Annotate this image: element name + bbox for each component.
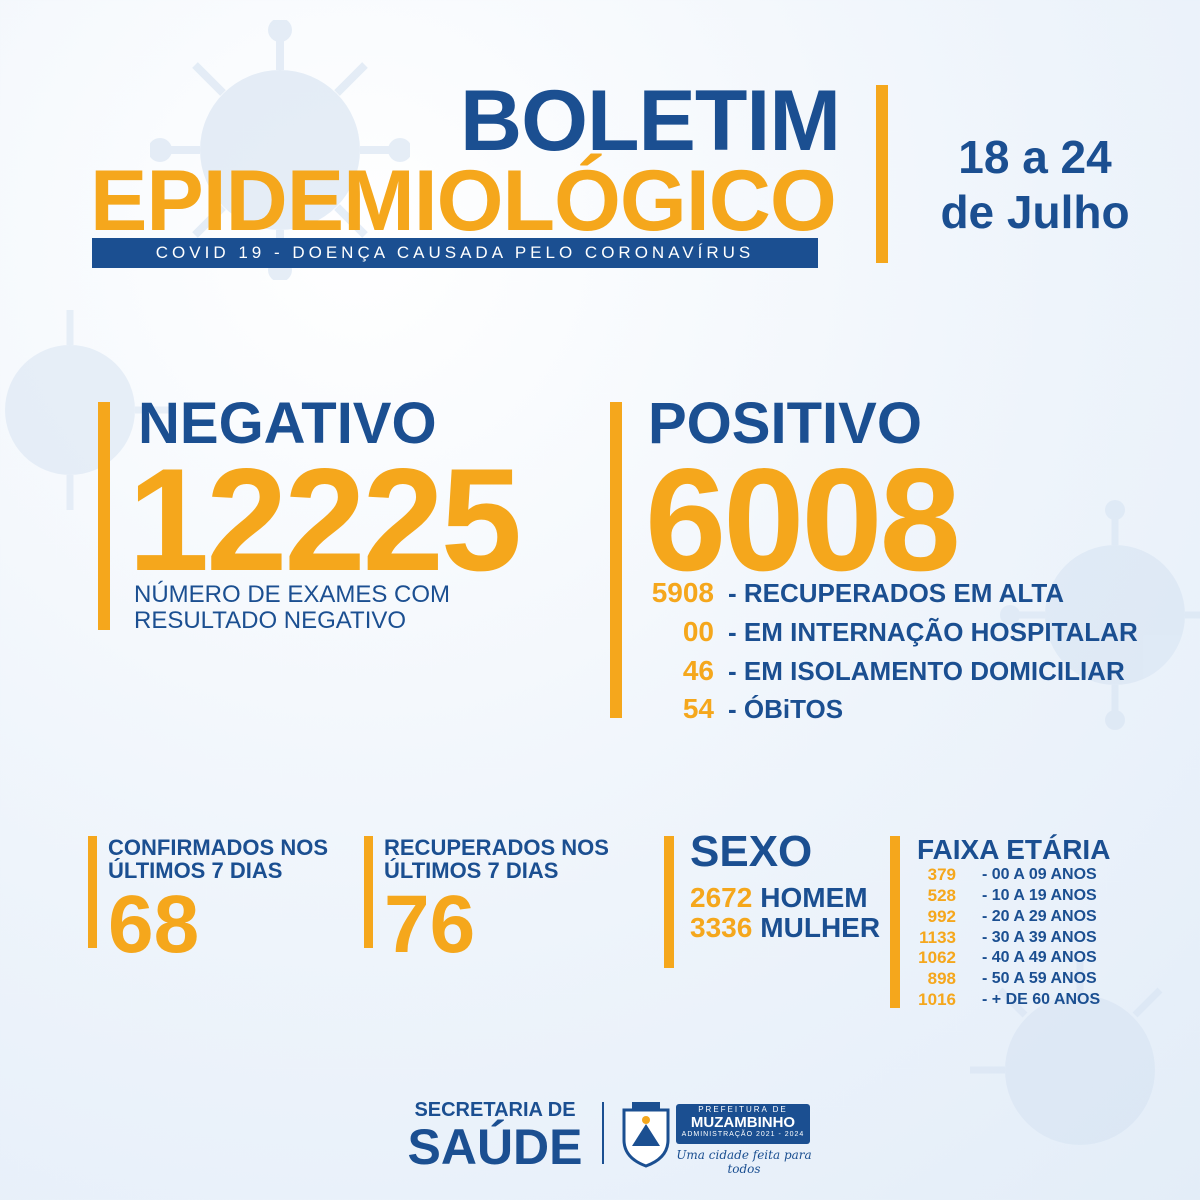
- logo-slogan: Uma cidade feita para todos: [676, 1148, 812, 1176]
- faixa-range: - 40 A 49 ANOS: [982, 948, 1097, 966]
- faixa-value: 1062: [918, 947, 956, 967]
- positive-breakdown-row: 00 - EM INTERNAÇÃO HOSPITALAR: [620, 613, 1138, 651]
- breakdown-label: - ÓBiTOS: [728, 693, 844, 724]
- faixa-etaria-bar: [890, 836, 900, 1008]
- faixa-range: - 20 A 29 ANOS: [982, 907, 1097, 925]
- faixa-value: 379: [927, 864, 956, 884]
- sexo-value: 2672: [690, 882, 753, 913]
- sexo-value: 3336: [690, 912, 753, 943]
- negative-description: NÚMERO DE EXAMES COM RESULTADO NEGATIVO: [134, 581, 514, 635]
- negative-label: NEGATIVO: [138, 391, 437, 456]
- faixa-value: 898: [927, 968, 956, 988]
- confirmed-7days-value: 68: [108, 879, 200, 970]
- sexo-label: SEXO: [690, 827, 813, 876]
- breakdown-value: 00: [682, 616, 714, 647]
- confirmed-label-line1: CONFIRMADOS NOS: [108, 835, 328, 860]
- positive-value: 6008: [645, 438, 961, 601]
- faixa-range: - 50 A 59 ANOS: [982, 969, 1097, 987]
- date-range: 18 a 24 de Julho: [900, 130, 1170, 240]
- footer-divider: [602, 1102, 604, 1164]
- positive-breakdown-row: 5908 - RECUPERADOS EM ALTA: [620, 574, 1064, 612]
- bulletin-subtitle: COVID 19 - DOENÇA CAUSADA PELO CORONAVÍR…: [92, 238, 818, 268]
- faixa-range: - 00 A 09 ANOS: [982, 865, 1097, 883]
- sexo-row: 3336 MULHER: [690, 914, 880, 942]
- breakdown-label: - RECUPERADOS EM ALTA: [728, 577, 1065, 608]
- confirmed-7days-label: CONFIRMADOS NOS ÚLTIMOS 7 DIAS: [108, 836, 328, 882]
- faixa-range: - 10 A 19 ANOS: [982, 886, 1097, 904]
- faixa-range: - 30 A 39 ANOS: [982, 928, 1097, 946]
- faixa-etaria-row: 1016 - + DE 60 ANOS: [900, 989, 1100, 1010]
- positive-label: POSITIVO: [648, 391, 922, 456]
- secretaria-label-line2: SAÚDE: [407, 1119, 583, 1175]
- faixa-range: - + DE 60 ANOS: [982, 990, 1101, 1008]
- bulletin-title-line2: EPIDEMIOLÓGICO: [90, 153, 837, 249]
- recovered-7days-value: 76: [384, 879, 476, 970]
- negative-bar: [98, 402, 110, 630]
- virus-illustration-right: [1000, 500, 1200, 730]
- logo-city-name: MUZAMBINHO: [690, 1114, 796, 1131]
- faixa-etaria-row: 379 - 00 A 09 ANOS: [900, 864, 1097, 885]
- negative-description-line1: NÚMERO DE EXAMES COM: [134, 581, 451, 608]
- breakdown-value: 54: [682, 693, 714, 724]
- positive-bar: [610, 402, 622, 718]
- faixa-value: 1016: [918, 989, 956, 1009]
- negative-value: 12225: [128, 438, 522, 601]
- sexo-bar: [664, 836, 674, 968]
- breakdown-value: 5908: [651, 577, 714, 608]
- faixa-value: 528: [927, 885, 956, 905]
- negative-description-line2: RESULTADO NEGATIVO: [134, 607, 407, 635]
- faixa-etaria-row: 528 - 10 A 19 ANOS: [900, 885, 1097, 906]
- municipal-crest-icon: [622, 1102, 670, 1168]
- logo-prefeitura-text: PREFEITURA DE: [698, 1105, 788, 1114]
- breakdown-label: - EM INTERNAÇÃO HOSPITALAR: [728, 616, 1138, 647]
- faixa-value: 992: [927, 906, 956, 926]
- header-divider: [876, 85, 888, 263]
- logo-administration-text: ADMINISTRAÇÃO 2021 - 2024: [681, 1131, 805, 1138]
- positive-breakdown-row: 54 - ÓBiTOS: [620, 690, 843, 728]
- date-range-line2: de Julho: [940, 186, 1130, 239]
- confirmed-bar: [88, 836, 97, 948]
- date-range-line1: 18 a 24: [958, 131, 1112, 183]
- breakdown-label: - EM ISOLAMENTO DOMICILIAR: [728, 655, 1125, 686]
- secretaria-label-line1: SECRETARIA DE: [414, 1099, 576, 1121]
- faixa-etaria-row: 992 - 20 A 29 ANOS: [900, 906, 1097, 927]
- faixa-etaria-row: 1133 - 30 A 39 ANOS: [900, 927, 1097, 948]
- confirmed-label-line2: ÚLTIMOS 7 DIAS: [108, 858, 283, 884]
- recovered-label-line1: RECUPERADOS NOS: [384, 835, 609, 860]
- sexo-row: 2672 HOMEM: [690, 884, 868, 912]
- virus-illustration-bottom-right: [970, 960, 1163, 1145]
- recovered-label-line2: ÚLTIMOS 7 DIAS: [384, 858, 559, 884]
- faixa-etaria-label: FAIXA ETÁRIA: [917, 834, 1111, 865]
- bulletin-title-line1: BOLETIM: [460, 73, 841, 169]
- faixa-etaria-row: 898 - 50 A 59 ANOS: [900, 968, 1097, 989]
- muzambinho-logo: PREFEITURA DE MUZAMBINHO ADMINISTRAÇÃO 2…: [676, 1104, 810, 1144]
- sexo-name: HOMEM: [760, 882, 868, 913]
- sexo-name: MULHER: [760, 912, 881, 943]
- virus-illustration-top-left: [150, 20, 410, 280]
- recovered-bar: [364, 836, 373, 948]
- recovered-7days-label: RECUPERADOS NOS ÚLTIMOS 7 DIAS: [384, 836, 609, 882]
- breakdown-value: 46: [682, 655, 714, 686]
- positive-breakdown-row: 46 - EM ISOLAMENTO DOMICILIAR: [620, 652, 1125, 690]
- faixa-value: 1133: [919, 927, 956, 947]
- faixa-etaria-row: 1062 - 40 A 49 ANOS: [900, 947, 1097, 968]
